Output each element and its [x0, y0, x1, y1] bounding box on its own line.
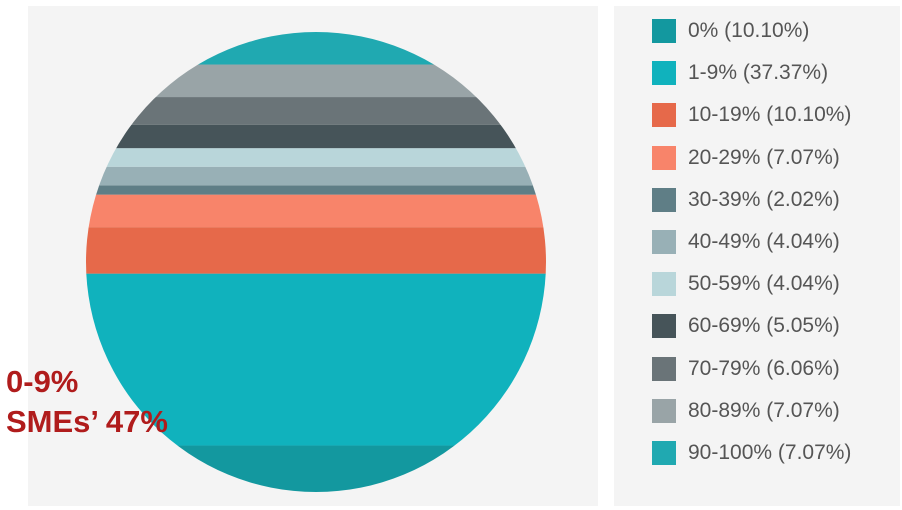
legend-label: 60-69% (5.05%) — [688, 314, 840, 338]
legend-item: 90-100% (7.07%) — [652, 440, 851, 466]
plot-area — [28, 6, 598, 506]
legend-label: 50-59% (4.04%) — [688, 272, 840, 296]
legend-item: 20-29% (7.07%) — [652, 145, 840, 171]
legend-label: 40-49% (4.04%) — [688, 230, 840, 253]
pie-slice-30-39pct — [86, 185, 546, 195]
annotation: 0-9% SMEs’ 47% — [6, 362, 168, 442]
legend-label: 10-19% (10.10%) — [688, 103, 852, 127]
legend-swatch — [652, 230, 676, 254]
pie-slice-80-89pct — [86, 64, 546, 98]
legend-item: 80-89% (7.07%) — [652, 398, 840, 424]
legend-swatch — [652, 145, 676, 170]
legend-swatch — [652, 19, 676, 43]
legend-item: 60-69% (5.05%) — [652, 313, 840, 339]
legend-item: 10-19% (10.10%) — [652, 102, 851, 128]
annotation-line-2: SMEs’ 47% — [6, 404, 168, 439]
legend-swatch — [652, 103, 676, 128]
legend-item: 40-49% (4.04%) — [652, 229, 840, 255]
pie-slice-90-100pct — [86, 32, 546, 65]
legend-swatch — [652, 187, 676, 212]
legend-item: 70-79% (6.06%) — [652, 356, 840, 382]
legend-swatch — [652, 314, 676, 339]
legend-swatch — [652, 398, 676, 423]
legend: 0% (10.10%) 1-9% (37.37%) 10-19% (10.10%) 2… — [614, 6, 900, 506]
legend-label: 30-39% (2.02%) — [688, 187, 840, 211]
legend-label: 1-9% (37.37%) — [688, 61, 829, 85]
pie-slice-50-59pct — [86, 148, 546, 167]
pie-slice-40-49pct — [86, 166, 546, 186]
legend-label: 0% (10.10%) — [688, 19, 810, 42]
pie-slice-0pct — [86, 445, 546, 492]
pie-slice-20-29pct — [86, 194, 546, 228]
pie-chart — [86, 32, 546, 492]
legend-label: 80-89% (7.07%) — [688, 398, 840, 422]
legend-item: 50-59% (4.04%) — [652, 271, 840, 297]
legend-label: 20-29% (7.07%) — [688, 145, 840, 169]
pie-slice-70-79pct — [86, 97, 546, 125]
legend-label: 70-79% (6.06%) — [688, 356, 840, 380]
legend-swatch — [652, 356, 676, 381]
legend-item: 1-9% (37.37%) — [652, 60, 828, 86]
legend-swatch — [652, 441, 676, 465]
legend-label: 90-100% (7.07%) — [688, 441, 852, 464]
legend-item: 0% (10.10%) — [652, 18, 809, 44]
legend-swatch — [652, 61, 676, 86]
legend-swatch — [652, 272, 676, 297]
annotation-line-1: 0-9% — [6, 364, 79, 399]
pie-slice-1-9pct — [86, 273, 546, 446]
legend-item: 30-39% (2.02%) — [652, 187, 840, 213]
pie-slice-60-69pct — [86, 124, 546, 149]
pie-slice-10-19pct — [86, 227, 546, 274]
